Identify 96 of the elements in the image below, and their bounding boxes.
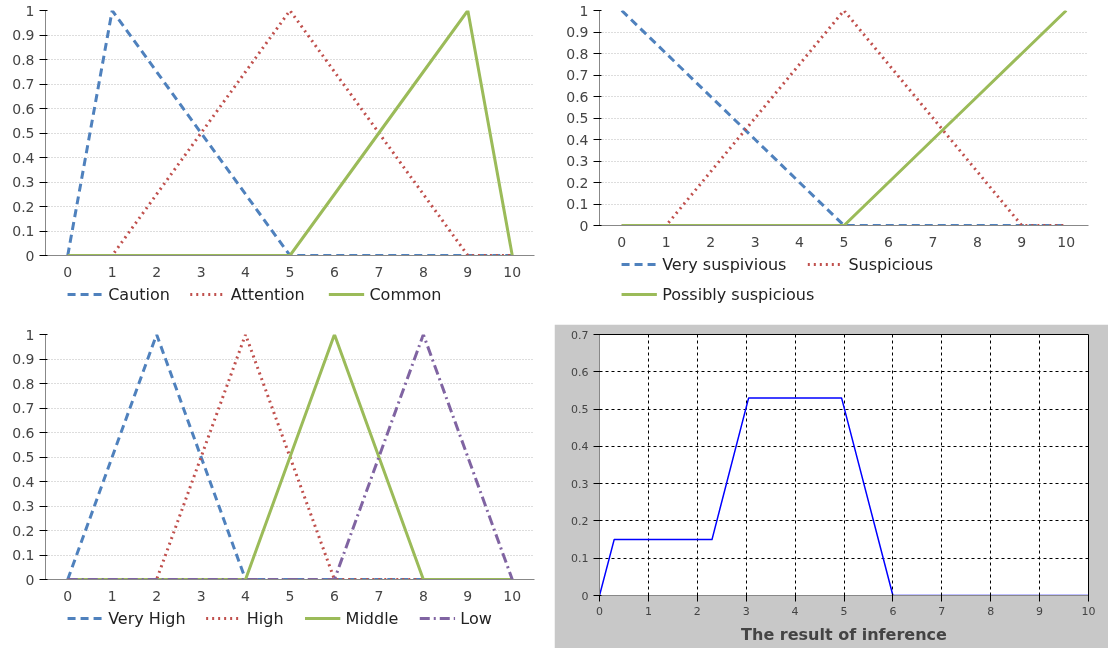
y-tick-label: 0.3 [566, 153, 589, 169]
x-tick-label: 10 [503, 587, 522, 604]
y-tick-label: 0.8 [12, 375, 35, 392]
x-tick-label: 9 [1036, 604, 1044, 618]
x-tick-label: 1 [644, 604, 652, 618]
x-tick-label: 6 [330, 263, 339, 280]
y-tick-label: 0.3 [12, 498, 35, 514]
y-tick-label: 0.2 [566, 174, 589, 191]
x-tick-label: 5 [840, 604, 848, 618]
y-tick-label: 0.3 [12, 174, 35, 190]
x-tick-label: 1 [661, 233, 671, 250]
y-tick-label: 0.1 [12, 547, 35, 563]
y-tick-label: 0.4 [566, 131, 589, 148]
legend-label: Very High [108, 609, 186, 628]
x-tick-label: 5 [285, 587, 295, 604]
x-tick-label: 4 [791, 604, 799, 618]
y-tick-label: 0.5 [12, 125, 35, 141]
x-tick-label: 4 [795, 233, 805, 250]
line-series [66, 10, 514, 256]
x-tick-label: 3 [742, 604, 750, 618]
legend-label: Low [460, 609, 492, 628]
x-tick-label: 10 [503, 263, 522, 280]
y-tick-label: 0.3 [571, 477, 589, 491]
x-tick-label: 7 [928, 233, 938, 250]
y-tick-label: 0.4 [571, 440, 589, 454]
y-tick-label: 0.1 [566, 196, 589, 212]
legend-label: Attention [230, 285, 305, 304]
y-tick-label: 1 [25, 2, 35, 19]
y-tick-label: 0.7 [12, 400, 35, 416]
y-tick-label: 0.6 [571, 365, 589, 379]
y-tick-label: 0.5 [566, 110, 589, 126]
x-tick-label: 0 [596, 604, 603, 618]
y-tick-label: 0.9 [12, 351, 35, 367]
x-tick-label: 7 [938, 604, 946, 618]
legend-label: Possibly suspicious [662, 285, 815, 304]
y-tick-label: 0.1 [571, 552, 589, 566]
text: The result of inference [741, 624, 948, 644]
y-tick-label: 0.2 [571, 514, 589, 528]
x-tick-label: 4 [241, 263, 251, 280]
y-tick-label: 1 [25, 326, 35, 343]
x-tick-label: 5 [839, 233, 849, 250]
x-tick-label: 6 [330, 587, 339, 604]
y-tick-label: 0.1 [12, 223, 35, 239]
y-tick-label: 0.6 [12, 100, 35, 117]
y-tick-label: 0 [25, 571, 35, 588]
y-tick-label: 0.6 [12, 424, 35, 441]
x-tick-label: 7 [374, 263, 384, 280]
x-tick-label: 0 [63, 263, 73, 280]
x-tick-label: 8 [972, 233, 982, 250]
x-tick-label: 9 [1017, 233, 1027, 250]
x-tick-label: 3 [196, 587, 206, 604]
legend-label: Very suspivious [662, 255, 787, 274]
y-tick-label: 0.7 [566, 67, 589, 83]
y-tick-label: 0.4 [12, 473, 35, 490]
x-tick-label: 8 [987, 604, 995, 618]
y-tick-label: 0.4 [12, 149, 35, 166]
x-tick-label: 5 [285, 263, 295, 280]
x-tick-label: 2 [693, 604, 701, 618]
x-tick-label: 2 [152, 263, 162, 280]
x-tick-label: 9 [463, 587, 473, 604]
x-tick-label: 6 [884, 233, 893, 250]
y-tick-label: 0.2 [12, 522, 35, 539]
x-tick-label: 2 [152, 587, 162, 604]
x-tick-label: 0 [63, 587, 73, 604]
x-tick-label: 4 [241, 587, 251, 604]
x-tick-label: 2 [706, 233, 716, 250]
x-tick-label: 10 [1057, 233, 1076, 250]
legend-label: Common [369, 285, 442, 304]
x-tick-label: 3 [196, 263, 206, 280]
y-tick-label: 0.8 [566, 45, 589, 62]
x-tick-label: 1 [107, 587, 117, 604]
legend-label: Middle [345, 609, 399, 628]
y-tick-label: 0.8 [12, 51, 35, 68]
y-tick-label: 0.9 [566, 24, 589, 40]
y-tick-label: 0.5 [12, 449, 35, 465]
x-tick-label: 7 [374, 587, 384, 604]
y-tick-label: 0 [579, 217, 589, 234]
x-tick-label: 8 [418, 587, 428, 604]
y-tick-label: 0.6 [566, 88, 589, 105]
x-tick-label: 9 [463, 263, 473, 280]
x-tick-label: 0 [617, 233, 627, 250]
y-tick-label: 0.7 [12, 76, 35, 92]
x-tick-label: 8 [418, 263, 428, 280]
y-tick-label: 0.9 [12, 27, 35, 43]
y-tick-label: 1 [579, 2, 589, 19]
legend-label: Caution [108, 285, 170, 304]
x-tick-label: 3 [750, 233, 760, 250]
x-tick-label: 1 [107, 263, 117, 280]
y-tick-label: 0.5 [571, 403, 589, 417]
y-tick-label: 0 [25, 247, 35, 264]
x-tick-label: 6 [889, 604, 897, 618]
x-tick-label: 10 [1081, 604, 1096, 618]
y-tick-label: 0.2 [12, 198, 35, 215]
legend-label: High [246, 609, 284, 628]
legend-label: Suspicious [848, 255, 934, 274]
y-tick-label: 0.7 [571, 328, 589, 342]
